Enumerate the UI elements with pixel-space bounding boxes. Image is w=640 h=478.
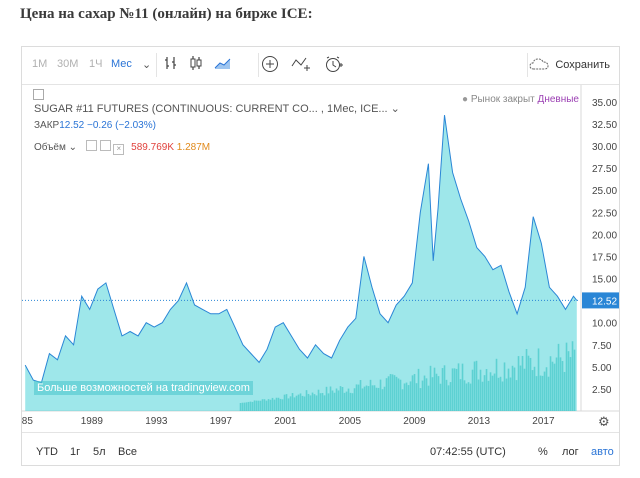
y-tick-label: 20.00 [592, 230, 617, 241]
x-tick-label: 2013 [468, 416, 491, 426]
y-tick-label: 15.00 [592, 275, 617, 286]
range-ytd[interactable]: YTD [36, 446, 58, 458]
auto-toggle[interactable]: авто [591, 446, 614, 458]
x-tick-label: 2005 [339, 416, 362, 426]
clock-time: 07:42:55 (UTC) [430, 446, 506, 458]
x-tick-label: 1993 [145, 416, 168, 426]
y-tick-label: 10.00 [592, 319, 617, 330]
x-tick-label: 1997 [210, 416, 233, 426]
range-5y[interactable]: 5л [93, 446, 106, 458]
interval-30m[interactable]: 30М [57, 58, 79, 70]
collapse-legend-button[interactable] [33, 89, 44, 100]
interval-1h[interactable]: 1Ч [89, 58, 103, 70]
last-price-badge [582, 292, 619, 309]
legend-chevron-icon[interactable]: ⌄ [390, 103, 400, 115]
price-chart[interactable]: 35.00 32.50 30.00 27.50 25.00 22.50 20.00 17.50… [22, 85, 619, 426]
status-dot-icon: ● [461, 94, 469, 105]
y-tick-label: 30.00 [592, 142, 617, 153]
symbol-legend: SUGAR #11 FUTURES (CONTINUOUS: CURRENT C… [34, 103, 400, 115]
add-indicator-icon[interactable] [259, 55, 281, 75]
candles-icon[interactable] [185, 55, 207, 75]
last-price-label: 12.52 [592, 296, 617, 307]
log-toggle[interactable]: лог [562, 446, 579, 458]
range-1y[interactable]: 1г [70, 446, 81, 458]
y-tick-label: 32.50 [592, 120, 617, 131]
save-button[interactable]: Сохранить [529, 58, 619, 71]
x-tick-label: 2001 [274, 416, 297, 426]
market-status: ● Рынок закрыт Дневные [461, 94, 579, 105]
close-icon[interactable]: × [113, 144, 125, 155]
compare-icon[interactable] [290, 55, 312, 75]
chart-toolbar: 1М 30М 1Ч Мес ⌄ Сохранить [22, 47, 619, 85]
tradingview-link[interactable]: Больше возможностей на tradingview.com [34, 381, 253, 395]
volume-legend: Объём ⌄ × 589.769K 1.287M [34, 140, 211, 155]
y-tick-label: 25.00 [592, 186, 617, 197]
settings-icon[interactable] [99, 140, 111, 151]
x-tick-label: 985 [22, 416, 33, 426]
x-tick-label: 2009 [403, 416, 426, 426]
interval-1m[interactable]: 1М [32, 58, 48, 70]
y-tick-label: 7.50 [592, 341, 612, 352]
interval-month[interactable]: Мес [111, 58, 132, 70]
x-tick-label: 2017 [532, 416, 555, 426]
page-heading: Цена на сахар №11 (онлайн) на бирже ICE: [20, 6, 313, 22]
percent-toggle[interactable]: % [538, 446, 548, 458]
interval-dropdown-chevron-icon[interactable]: ⌄ [142, 59, 152, 71]
range-all[interactable]: Все [118, 446, 137, 458]
alert-clock-icon[interactable] [323, 55, 345, 75]
eye-icon[interactable] [85, 140, 97, 151]
bottom-toolbar: YTD 1г 5л Все 07:42:55 (UTC) % лог авто [22, 432, 619, 466]
x-tick-label: 1989 [81, 416, 104, 426]
volume-chevron-icon[interactable]: ⌄ [68, 142, 78, 153]
chart-settings-icon[interactable]: ⚙ [598, 414, 610, 426]
bars-icon[interactable] [160, 55, 182, 75]
y-tick-label: 35.00 [592, 98, 617, 109]
y-tick-label: 5.00 [592, 363, 612, 374]
price-area [25, 115, 577, 411]
tradingview-widget: 1М 30М 1Ч Мес ⌄ Сохранить 35.00 32 [21, 46, 620, 466]
y-tick-label: 17.50 [592, 252, 617, 263]
y-tick-label: 27.50 [592, 164, 617, 175]
y-tick-label: 2.50 [592, 385, 612, 396]
area-chart-icon[interactable] [212, 55, 234, 75]
save-label: Сохранить [555, 59, 610, 71]
price-line [24, 115, 578, 384]
chart-canvas: 35.00 32.50 30.00 27.50 25.00 22.50 20.00 17.50… [22, 85, 619, 426]
y-tick-label: 22.50 [592, 208, 617, 219]
close-price-legend: ЗАКР12.52 −0.26 (−2.03%) [34, 120, 156, 131]
